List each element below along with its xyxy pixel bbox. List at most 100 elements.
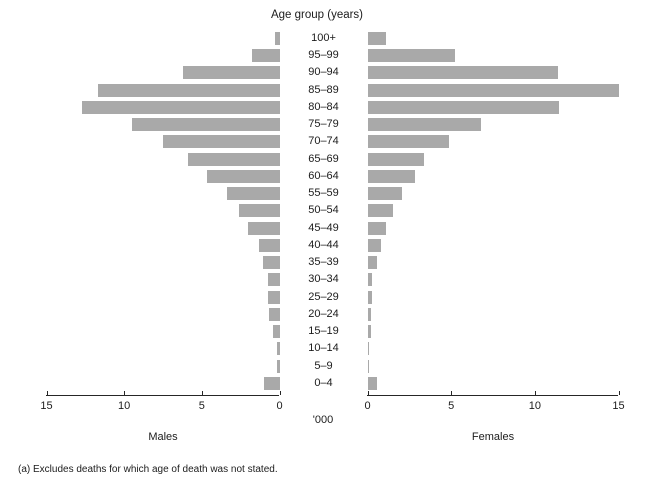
age-group-label: 60–64 xyxy=(308,169,339,182)
male-bar xyxy=(263,256,280,270)
pyramid-row: 95–99 xyxy=(0,47,664,64)
age-group-label: 15–19 xyxy=(308,325,339,338)
male-bar xyxy=(82,100,280,114)
axis-tick xyxy=(124,391,126,395)
male-bar xyxy=(277,342,280,356)
pyramid-row: 50–54 xyxy=(0,202,664,219)
axis-tick xyxy=(451,391,453,395)
pyramid-row: 90–94 xyxy=(0,64,664,81)
axis-tick xyxy=(201,391,203,395)
male-bar xyxy=(206,169,280,183)
female-bar xyxy=(367,204,394,218)
pyramid-row: 15–19 xyxy=(0,323,664,340)
unit-label: '000 xyxy=(312,414,334,426)
male-bar xyxy=(277,359,280,373)
pyramid-row: 10–14 xyxy=(0,340,664,357)
axis-tick-label: 15 xyxy=(612,400,625,412)
female-bar xyxy=(367,342,370,356)
age-group-label: 5–9 xyxy=(314,359,333,372)
age-group-label: 30–34 xyxy=(308,273,339,286)
female-bar xyxy=(367,359,370,373)
chart-title: Age group (years) xyxy=(270,9,364,21)
axis-tick xyxy=(46,391,48,395)
male-bar xyxy=(263,376,280,390)
female-bar xyxy=(367,49,456,63)
age-group-label: 0–4 xyxy=(314,376,333,389)
pyramid-row: 0–4 xyxy=(0,375,664,392)
pyramid-row: 80–84 xyxy=(0,99,664,116)
pyramid-row: 100+ xyxy=(0,30,664,47)
axis-tick-label: 0 xyxy=(276,400,283,412)
male-bar xyxy=(131,118,280,132)
female-bar xyxy=(367,325,371,339)
female-bar xyxy=(367,100,560,114)
female-bar xyxy=(367,290,372,304)
pyramid-row: 35–39 xyxy=(0,254,664,271)
male-x-axis-line xyxy=(46,395,279,396)
pyramid-row: 60–64 xyxy=(0,168,664,185)
age-group-label: 45–49 xyxy=(308,221,339,234)
female-bar xyxy=(367,187,402,201)
males-axis-title: Males xyxy=(148,431,178,443)
male-bar xyxy=(268,307,280,321)
axis-tick-label: 15 xyxy=(40,400,53,412)
axis-tick-label: 10 xyxy=(528,400,541,412)
axis-tick-label: 5 xyxy=(198,400,205,412)
age-group-label: 100+ xyxy=(311,32,336,44)
axis-tick-label: 10 xyxy=(118,400,131,412)
pyramid-rows: 100+ 95–99 90–94 85–89 80–84 75–79 70–74 65–69 6… xyxy=(0,30,664,392)
pyramid-row: 40–44 xyxy=(0,237,664,254)
age-group-label: 50–54 xyxy=(308,204,339,217)
axis-tick-label: 0 xyxy=(364,400,371,412)
pyramid-row: 45–49 xyxy=(0,220,664,237)
female-bar xyxy=(367,238,381,252)
female-bar xyxy=(367,118,482,132)
male-bar xyxy=(163,135,280,149)
axis-tick-label: 5 xyxy=(448,400,455,412)
pyramid-row: 70–74 xyxy=(0,133,664,150)
age-group-label: 85–89 xyxy=(308,83,339,96)
footnote-text: (a) Excludes deaths for which age of dea… xyxy=(18,464,278,475)
pyramid-row: 85–89 xyxy=(0,82,664,99)
male-bar xyxy=(248,221,280,235)
females-axis-title: Females xyxy=(471,431,515,443)
age-group-label: 10–14 xyxy=(308,342,339,355)
male-bar xyxy=(272,325,280,339)
pyramid-row: 30–34 xyxy=(0,271,664,288)
pyramid-row: 5–9 xyxy=(0,358,664,375)
male-bar xyxy=(97,83,280,97)
female-bar xyxy=(367,273,372,287)
age-group-label: 35–39 xyxy=(308,256,339,269)
age-group-label: 65–69 xyxy=(308,152,339,165)
male-bar xyxy=(183,66,280,80)
male-bar xyxy=(267,290,280,304)
age-group-label: 95–99 xyxy=(308,49,339,62)
age-group-label: 90–94 xyxy=(308,66,339,79)
female-bar xyxy=(367,221,386,235)
age-group-label: 20–24 xyxy=(308,307,339,320)
axis-tick xyxy=(367,391,369,395)
pyramid-row: 75–79 xyxy=(0,116,664,133)
male-bar xyxy=(251,49,280,63)
female-x-axis-line xyxy=(367,395,618,396)
female-bar xyxy=(367,169,416,183)
female-bar xyxy=(367,83,619,97)
axis-tick xyxy=(279,391,281,395)
age-group-label: 75–79 xyxy=(308,118,339,131)
male-bar xyxy=(259,238,280,252)
pyramid-row: 55–59 xyxy=(0,185,664,202)
axis-tick xyxy=(534,391,536,395)
age-group-label: 25–29 xyxy=(308,290,339,303)
male-bar xyxy=(274,32,280,45)
pyramid-row: 65–69 xyxy=(0,151,664,168)
age-group-label: 55–59 xyxy=(308,187,339,200)
pyramid-row: 25–29 xyxy=(0,289,664,306)
age-group-label: 80–84 xyxy=(308,100,339,113)
pyramid-row: 20–24 xyxy=(0,306,664,323)
age-group-label: 70–74 xyxy=(308,135,339,148)
male-bar xyxy=(187,152,280,166)
axis-tick xyxy=(618,391,620,395)
female-bar xyxy=(367,32,386,45)
female-bar xyxy=(367,307,371,321)
